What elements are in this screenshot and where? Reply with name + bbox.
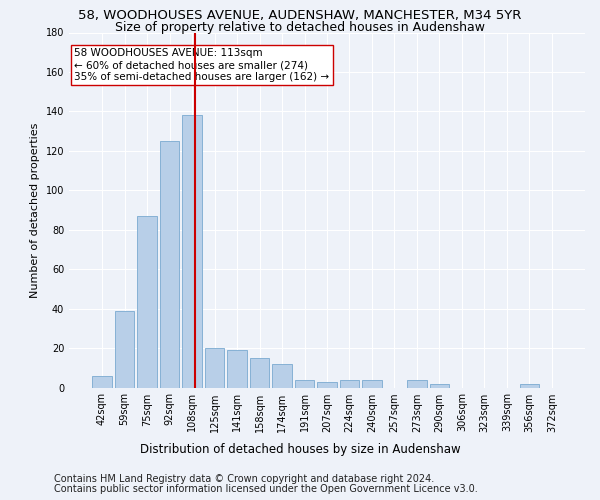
Y-axis label: Number of detached properties: Number of detached properties [30, 122, 40, 298]
Bar [227, 350, 247, 388]
Bar [362, 380, 382, 388]
Bar [407, 380, 427, 388]
Text: 58, WOODHOUSES AVENUE, AUDENSHAW, MANCHESTER, M34 5YR: 58, WOODHOUSES AVENUE, AUDENSHAW, MANCHE… [79, 9, 521, 22]
Text: Contains public sector information licensed under the Open Government Licence v3: Contains public sector information licen… [54, 484, 478, 494]
Bar [115, 310, 134, 388]
Bar [160, 141, 179, 388]
Bar [272, 364, 292, 388]
Bar [250, 358, 269, 388]
Bar [137, 216, 157, 388]
Bar [317, 382, 337, 388]
Text: Distribution of detached houses by size in Audenshaw: Distribution of detached houses by size … [140, 442, 460, 456]
Bar [520, 384, 539, 388]
Bar [340, 380, 359, 388]
Bar [295, 380, 314, 388]
Bar [182, 116, 202, 388]
Bar [92, 376, 112, 388]
Text: Contains HM Land Registry data © Crown copyright and database right 2024.: Contains HM Land Registry data © Crown c… [54, 474, 434, 484]
Text: Size of property relative to detached houses in Audenshaw: Size of property relative to detached ho… [115, 21, 485, 34]
Text: 58 WOODHOUSES AVENUE: 113sqm
← 60% of detached houses are smaller (274)
35% of s: 58 WOODHOUSES AVENUE: 113sqm ← 60% of de… [74, 48, 329, 82]
Bar [430, 384, 449, 388]
Bar [205, 348, 224, 388]
